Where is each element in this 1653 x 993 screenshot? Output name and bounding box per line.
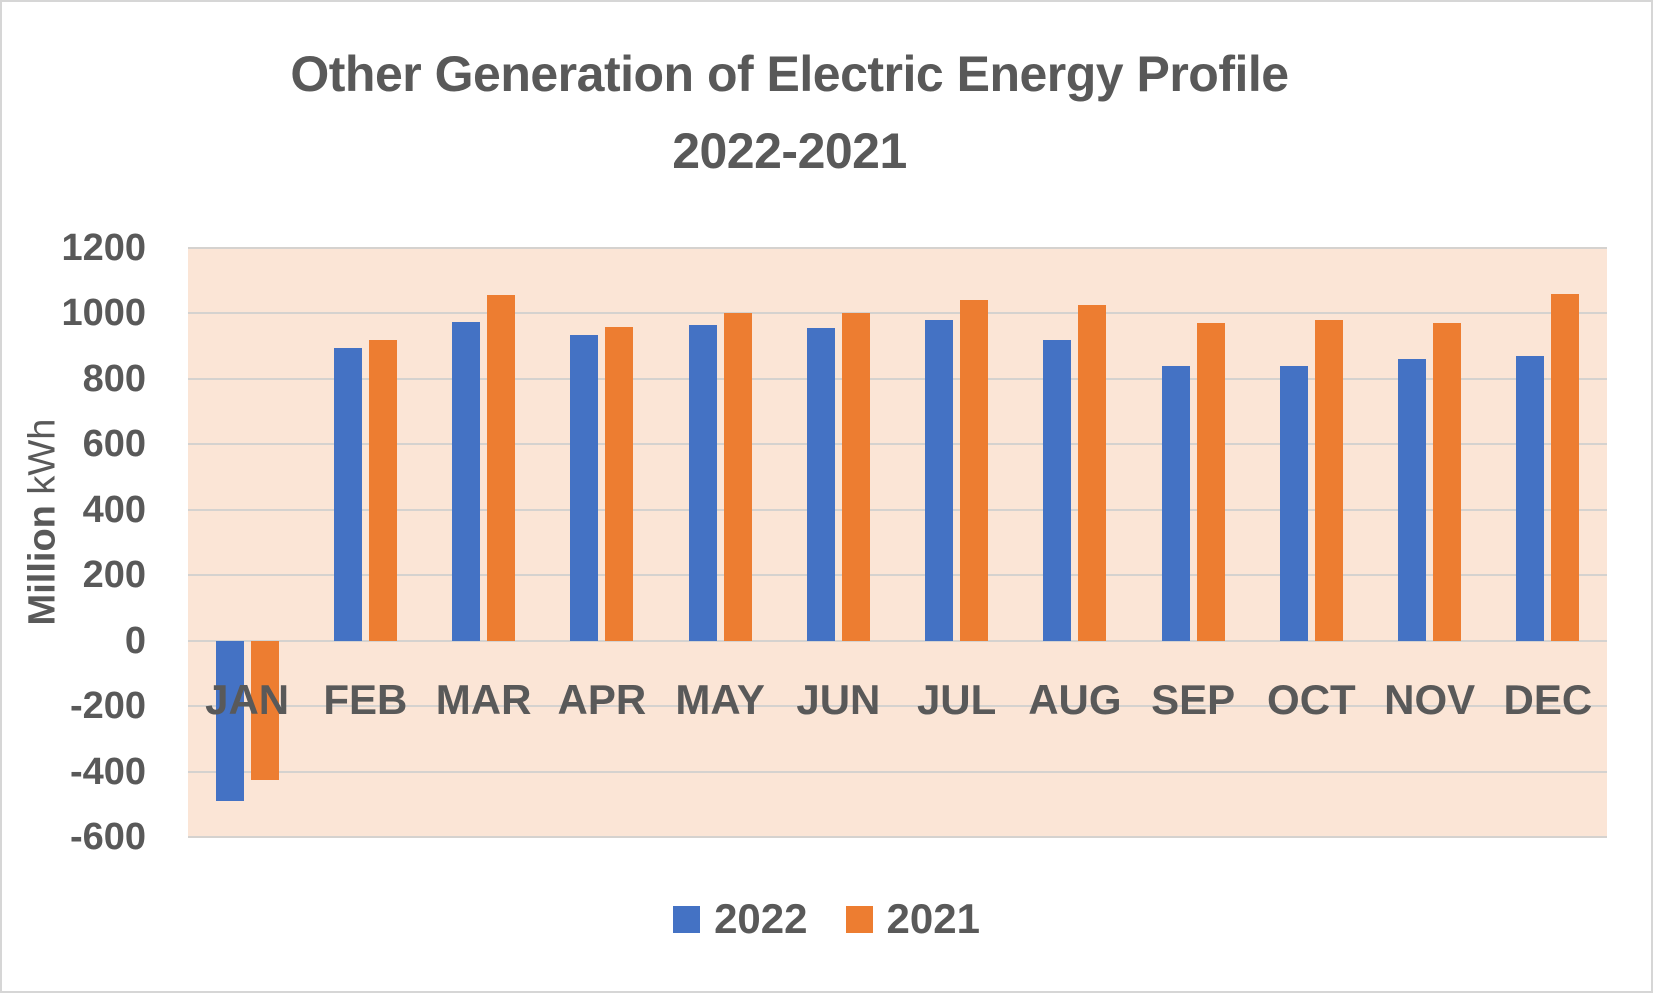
gridline--600 (188, 836, 1607, 838)
legend-label-2021: 2021 (886, 895, 980, 942)
plot-area (188, 247, 1607, 838)
legend-item-2021: 2021 (845, 895, 980, 943)
y-tick-label-1200: 1200 (61, 227, 146, 269)
x-label-nov: NOV (1384, 676, 1476, 723)
x-label-mar: MAR (435, 676, 532, 723)
y-tick-label-200: 200 (82, 554, 146, 597)
y-tick-label--600: -600 (69, 816, 146, 858)
bar-apr-2021 (605, 326, 634, 641)
bar-feb-2022 (333, 347, 362, 641)
x-label-aug: AUG (1028, 676, 1122, 723)
gridline-600 (188, 443, 1607, 446)
gridline-400 (188, 508, 1607, 511)
y-tick-label-600: 600 (82, 423, 146, 466)
y-tick-label-400: 400 (82, 488, 146, 531)
bar-dec-2021 (1551, 293, 1580, 641)
x-label-apr: APR (557, 676, 647, 723)
bar-may-2022 (688, 324, 717, 641)
x-label-dec: DEC (1503, 676, 1593, 723)
bar-jul-2021 (960, 300, 989, 641)
x-label-jun: JUN (796, 676, 881, 723)
y-tick-label-0: 0 (124, 619, 146, 662)
bar-nov-2021 (1433, 323, 1462, 641)
y-tick-label-1000: 1000 (61, 292, 146, 335)
gridline-200 (188, 574, 1607, 577)
gridline-1000 (188, 312, 1607, 315)
bar-may-2021 (723, 313, 752, 641)
legend-swatch-2022 (673, 905, 701, 933)
bar-nov-2022 (1398, 359, 1427, 641)
legend: 2022 2021 (2, 895, 1651, 943)
y-tick-label--400: -400 (69, 750, 146, 793)
bar-dec-2022 (1516, 355, 1545, 641)
bar-sep-2021 (1196, 323, 1225, 641)
x-label-feb: FEB (323, 676, 408, 723)
x-label-jul: JUL (916, 676, 997, 723)
gridline-0 (188, 639, 1607, 642)
bar-jan-2021 (250, 640, 279, 780)
chart-title-line2: 2022-2021 (672, 123, 907, 179)
gridline-1200 (188, 247, 1607, 249)
bar-oct-2021 (1314, 319, 1343, 641)
bar-jun-2021 (841, 313, 870, 641)
gridline--200 (188, 705, 1607, 708)
legend-swatch-2021 (845, 905, 873, 933)
bar-apr-2022 (570, 334, 599, 641)
chart-title: Other Generation of Electric Energy Prof… (2, 36, 1577, 190)
gridline--400 (188, 770, 1607, 773)
bar-mar-2021 (487, 295, 516, 641)
bar-aug-2021 (1078, 305, 1107, 641)
x-label-jan: JAN (205, 676, 290, 723)
bar-feb-2021 (368, 339, 397, 641)
x-label-oct: OCT (1267, 676, 1356, 723)
x-label-sep: SEP (1151, 676, 1236, 723)
bar-jan-2022 (215, 640, 244, 801)
y-tick-label-800: 800 (82, 357, 146, 400)
bar-aug-2022 (1043, 339, 1072, 641)
bar-jul-2022 (925, 319, 954, 641)
legend-label-2022: 2022 (714, 895, 808, 942)
legend-item-2022: 2022 (673, 895, 808, 943)
bar-sep-2022 (1161, 365, 1190, 641)
chart-title-line1: Other Generation of Electric Energy Prof… (290, 46, 1289, 102)
y-tick-label--200: -200 (69, 685, 146, 728)
gridline-800 (188, 377, 1607, 380)
x-label-may: MAY (675, 676, 765, 723)
bar-mar-2022 (452, 321, 481, 641)
bar-jun-2022 (806, 328, 835, 641)
bar-oct-2022 (1279, 365, 1308, 641)
